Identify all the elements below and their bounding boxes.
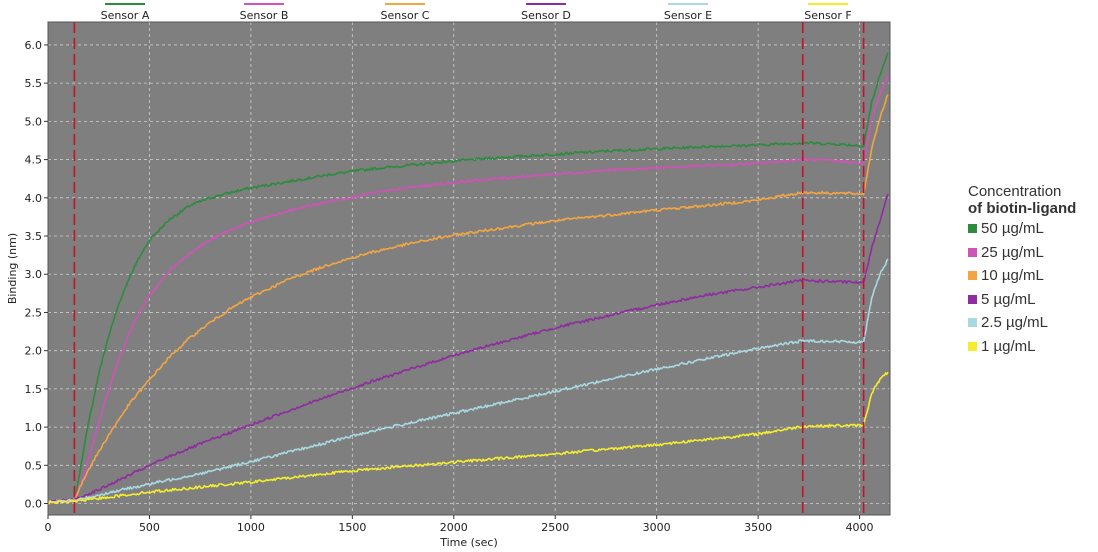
- legend-label: 50 µg/mL: [981, 220, 1044, 238]
- concentration-legend: Concentration of biotin-ligand 50 µg/mL 2…: [968, 183, 1094, 358]
- y-tick-label: 0.5: [25, 459, 43, 472]
- series-line-sensor-e: [47, 258, 889, 504]
- y-tick-label: 2.5: [25, 306, 43, 319]
- legend-item: 1 µg/mL: [968, 335, 1094, 359]
- x-tick-label: 0: [45, 521, 52, 534]
- legend-item: 2.5 µg/mL: [968, 311, 1094, 335]
- y-tick-label: 3.0: [25, 268, 43, 281]
- top-legend-label: Sensor A: [101, 9, 150, 22]
- legend-item: 5 µg/mL: [968, 288, 1094, 312]
- x-tick-label: 3000: [643, 521, 671, 534]
- y-axis-label: Binding (nm): [6, 233, 19, 304]
- legend-label: 2.5 µg/mL: [981, 314, 1049, 332]
- y-tick-label: 4.0: [25, 192, 43, 205]
- plot-frame: [47, 21, 891, 516]
- y-tick-label: 0.0: [25, 498, 43, 511]
- y-tick-label: 1.5: [25, 383, 43, 396]
- legend-label: 1 µg/mL: [981, 337, 1036, 355]
- legend-swatch: [968, 247, 977, 257]
- legend-title-line1: Concentration: [968, 183, 1062, 200]
- top-legend-label: Sensor D: [521, 9, 571, 22]
- y-tick-label: 4.5: [25, 154, 43, 167]
- y-tick-label: 3.5: [25, 230, 43, 243]
- y-tick-label: 5.0: [25, 115, 43, 128]
- x-tick-label: 4000: [846, 521, 874, 534]
- axes: 0 500 1000 1500 2000 2500 3000 3500 4000 0.0 0.5 1.…: [25, 39, 874, 534]
- legend-title-line2: of biotin-ligand: [968, 200, 1077, 217]
- x-tick-label: 1000: [237, 521, 265, 534]
- phase-markers: [73, 22, 865, 515]
- x-tick-label: 2000: [440, 521, 468, 534]
- grid-lines: [48, 22, 890, 515]
- x-tick-label: 3500: [744, 521, 772, 534]
- y-tick-label: 5.5: [25, 77, 43, 90]
- series-lines: [47, 52, 889, 505]
- x-tick-label: 500: [139, 521, 160, 534]
- legend-item: 25 µg/mL: [968, 241, 1094, 265]
- legend-item: 50 µg/mL: [968, 217, 1094, 241]
- y-tick-label: 1.0: [25, 421, 43, 434]
- series-line-sensor-d: [47, 193, 889, 504]
- legend-label: 5 µg/mL: [981, 290, 1036, 308]
- legend-swatch: [968, 341, 977, 351]
- x-tick-label: 2500: [541, 521, 569, 534]
- legend-swatch: [968, 294, 977, 304]
- series-line-sensor-a: [47, 52, 889, 504]
- legend-item: 10 µg/mL: [968, 264, 1094, 288]
- series-line-sensor-b: [47, 75, 889, 504]
- legend-swatch: [968, 271, 977, 281]
- x-tick-label: 1500: [338, 521, 366, 534]
- series-line-sensor-c: [47, 94, 889, 505]
- plot-area: [48, 22, 890, 515]
- y-tick-label: 2.0: [25, 345, 43, 358]
- legend-label: 25 µg/mL: [981, 243, 1044, 261]
- top-legend-label: Sensor E: [664, 9, 712, 22]
- top-legend-label: Sensor F: [804, 9, 852, 22]
- y-tick-label: 6.0: [25, 39, 43, 52]
- top-legend: Sensor A Sensor B Sensor C Sensor D Sensor E…: [101, 3, 852, 22]
- series-line-sensor-f: [47, 371, 889, 505]
- legend-label: 10 µg/mL: [981, 267, 1044, 285]
- top-legend-label: Sensor B: [240, 9, 289, 22]
- legend-swatch: [968, 224, 977, 234]
- x-axis-label: Time (sec): [439, 536, 498, 549]
- top-legend-label: Sensor C: [381, 9, 430, 22]
- legend-swatch: [968, 318, 977, 328]
